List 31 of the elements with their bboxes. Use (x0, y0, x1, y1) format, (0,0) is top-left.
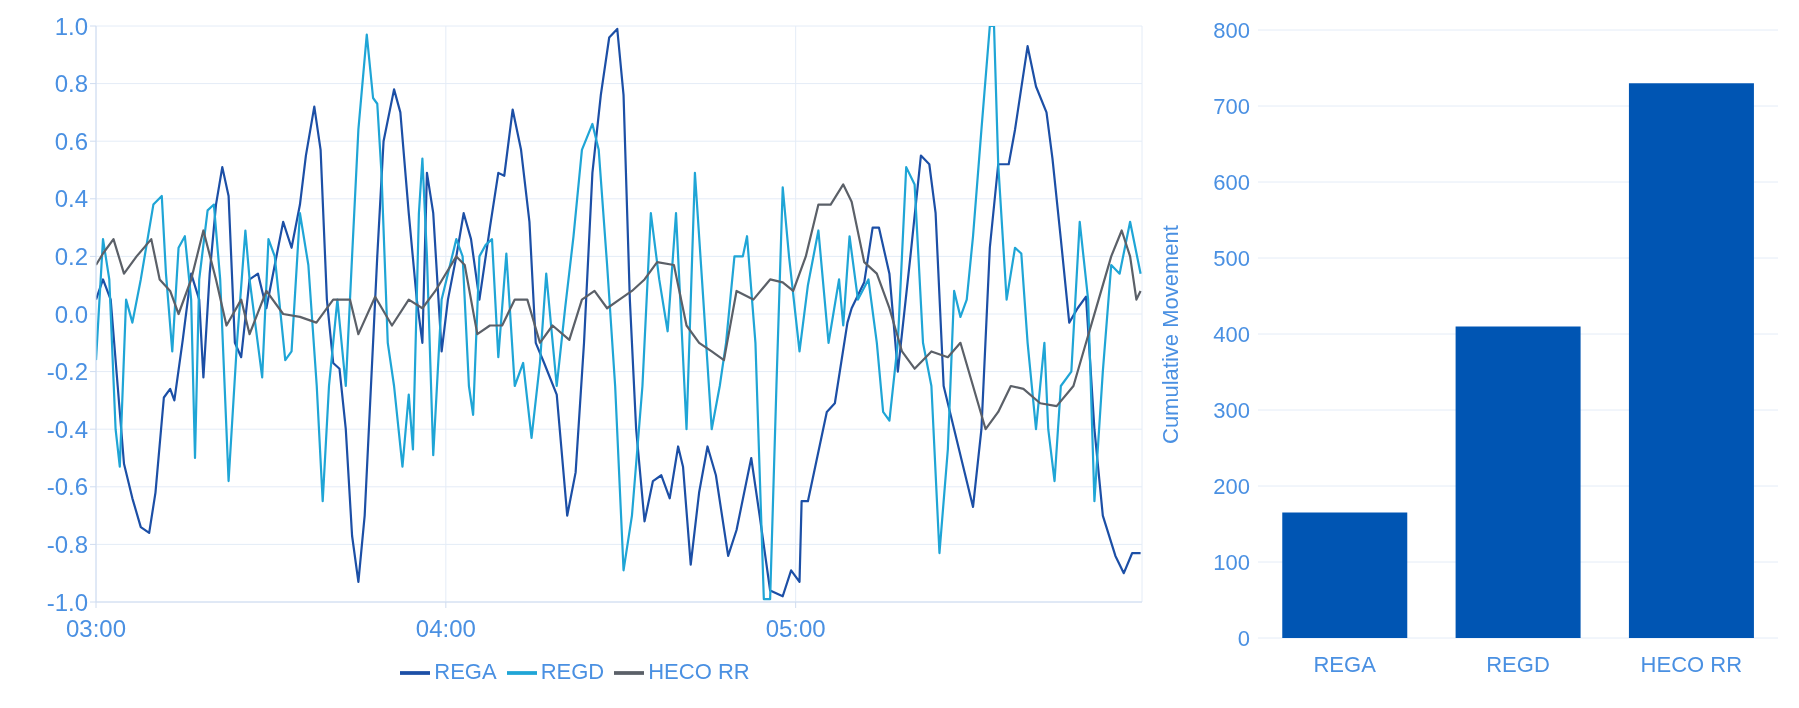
x-tick-label: REGA (1313, 651, 1377, 677)
x-tick-label: 03:00 (65, 615, 127, 643)
x-tick-label: HECO RR (1640, 651, 1743, 677)
y-tick-label: 200 (1213, 473, 1250, 499)
y-tick-label: 0.4 (54, 185, 88, 213)
y-axis-title: Cumulative Movement (1157, 225, 1183, 444)
y-tick-label: 300 (1213, 397, 1250, 423)
y-tick-label: 0.0 (54, 300, 88, 328)
y-tick-label: 0.8 (54, 70, 88, 98)
line-series (96, 183, 1142, 431)
x-tick-label: 05:00 (765, 615, 826, 643)
y-tick-label: 0 (1237, 625, 1250, 651)
y-tick-label: -0.8 (46, 530, 88, 558)
y-tick-label: 400 (1213, 321, 1250, 347)
y-tick-label: 700 (1213, 93, 1250, 119)
x-tick-label: REGD (1486, 651, 1550, 677)
x-tick-label: 04:00 (415, 615, 476, 643)
y-tick-label: 500 (1213, 245, 1250, 271)
y-tick-label: -0.4 (46, 415, 88, 443)
y-tick-label: 100 (1213, 549, 1250, 575)
y-tick-label: -0.6 (46, 473, 88, 501)
bar (1628, 83, 1754, 638)
y-tick-label: -0.2 (46, 358, 88, 386)
y-tick-label: 1.0 (54, 12, 88, 40)
y-tick-label: 600 (1213, 169, 1250, 195)
y-tick-label: -1.0 (46, 588, 88, 616)
y-tick-label: 0.6 (54, 127, 88, 155)
bar (1282, 512, 1408, 638)
bar (1455, 326, 1581, 638)
y-tick-label: 800 (1213, 17, 1250, 43)
y-tick-label: 0.2 (54, 242, 88, 270)
